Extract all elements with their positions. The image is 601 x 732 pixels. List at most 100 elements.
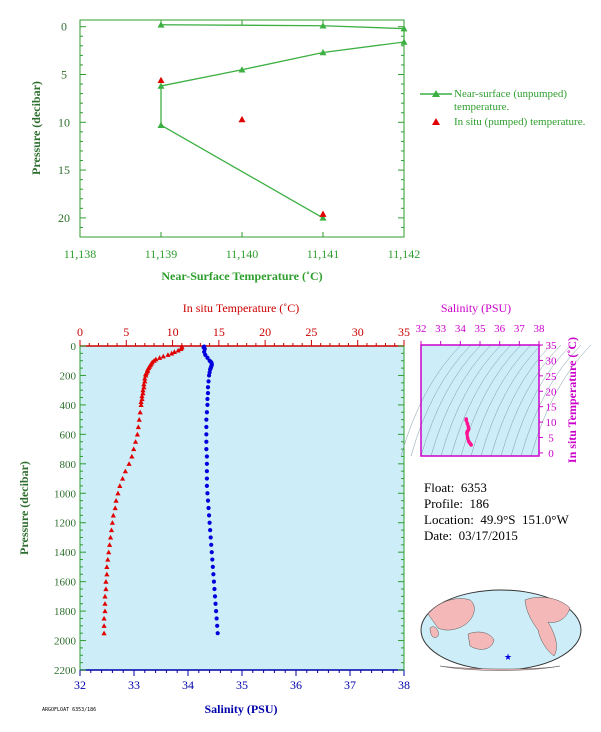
near-surface-ylabel: Pressure (decibar) (29, 81, 43, 175)
temperature-profile-point (134, 431, 140, 437)
salinity-profile-point (208, 527, 213, 533)
salinity-profile-point (209, 550, 214, 555)
salinity-profile-point (206, 513, 212, 518)
temperature-profile-point (107, 534, 114, 540)
temperature-profile-point (131, 446, 137, 452)
salinity-tick-label: 35 (236, 678, 248, 692)
density-contour (430, 344, 492, 457)
near-surface-point (400, 25, 408, 32)
temperature-profile-point (115, 490, 121, 496)
temperature-profile-point (139, 393, 145, 399)
salinity-profile-point (211, 572, 216, 577)
temperature-profile-point (142, 378, 148, 384)
map-land-antarctica (439, 665, 561, 671)
salinity-profile-point (204, 424, 209, 430)
temperature-profile-point (143, 372, 149, 378)
ts-axes: 32 33 34 35 36 37 38 0 5 10 15 20 25 30 35 (400, 323, 592, 460)
map-land-asia (427, 598, 475, 631)
salinity-profile-point (207, 520, 212, 525)
pressure-tick-label: 600 (60, 429, 77, 441)
legend-item-nst: Near-surface (unpumped) temperature. (418, 88, 601, 114)
temperature-profile-point (122, 468, 128, 474)
temperature-profile-point (171, 349, 178, 354)
ts-ytick-label: 5 (548, 433, 554, 445)
near-surface-xtick-label: 11,142 (388, 247, 421, 261)
temperature-profile-point (169, 350, 175, 356)
salinity-profile-point (204, 454, 209, 459)
salinity-profile-point (210, 564, 215, 570)
salinity-profile-point (205, 402, 210, 408)
pressure-tick-label: 0 (71, 341, 77, 353)
float-info: Float: 6353 Profile: 186 Location: 49.9°… (424, 480, 569, 544)
near-surface-xlabel: Near-Surface Temperature (˚C) (161, 269, 322, 283)
profile-ylabel: Pressure (decibar) (17, 461, 31, 555)
ts-xlabel: Salinity (PSU) (441, 301, 511, 315)
near-surface-xtick-label: 11,138 (64, 247, 97, 261)
ts-ytick-label: 0 (548, 448, 554, 460)
pressure-tick-label: 1200 (54, 518, 77, 530)
salinity-profile-point (212, 594, 218, 599)
salinity-tick-label: 37 (344, 678, 356, 692)
ts-xtick-label: 35 (475, 323, 487, 335)
density-contour (490, 344, 552, 457)
near-surface-ytick-label: 5 (61, 67, 67, 81)
salinity-profile-point (213, 608, 219, 614)
density-contour (410, 344, 472, 457)
profile-marks (101, 343, 220, 636)
salinity-profile-point (204, 417, 209, 422)
ts-xtick-label: 36 (494, 323, 506, 335)
near-surface-ytick-label: 20 (58, 211, 70, 225)
temperature-tick-label: 30 (352, 325, 364, 339)
salinity-profile-point (206, 505, 211, 511)
map-land-africa (429, 626, 439, 638)
near-surface-ytick-label: 0 (61, 20, 67, 34)
profile-axes: 0 5 10 15 20 25 30 35 32 33 34 35 36 37 38 0 200 400 600 80… (54, 325, 410, 692)
temperature-profile-point (141, 381, 147, 387)
ts-point (464, 417, 469, 421)
pressure-tick-label: 1600 (54, 577, 77, 589)
temperature-profile-point (104, 564, 110, 569)
near-surface-point (238, 66, 246, 73)
density-contour (530, 344, 592, 457)
near-surface-point (157, 121, 165, 128)
ts-xtick-label: 37 (514, 323, 526, 335)
salinity-profile-point (205, 355, 210, 360)
temperature-tick-label: 35 (398, 325, 410, 339)
temperature-profile-point (178, 346, 184, 352)
near-surface-xtick-label: 11,140 (226, 247, 259, 261)
temperature-profile-point (102, 608, 108, 614)
salinity-tick-label: 38 (398, 678, 410, 692)
salinity-tick-label: 33 (128, 678, 140, 692)
ts-xtick-label: 33 (435, 323, 447, 335)
salinity-profile-point (205, 491, 210, 496)
temperature-profile-point (139, 396, 145, 402)
salinity-profile-point (213, 601, 218, 606)
ts-ytick-label: 15 (546, 402, 558, 414)
temperature-profile-point (101, 615, 107, 621)
ts-plot-frame (420, 344, 540, 457)
temperature-profile-point (138, 402, 144, 407)
salinity-profile-point (204, 476, 209, 481)
density-contour (480, 344, 542, 457)
near-surface-xtick-label: 11,141 (307, 247, 340, 261)
temperature-profile-point (136, 417, 142, 422)
ts-xtick-label: 32 (416, 323, 427, 335)
temperature-tick-label: 20 (259, 325, 271, 339)
near-surface-point (157, 21, 165, 28)
temperature-profile-point (105, 556, 111, 562)
temperature-profile-point (157, 355, 163, 360)
pressure-tick-label: 2000 (54, 636, 77, 648)
salinity-profile-point (214, 616, 219, 621)
salinity-profile-point (204, 446, 209, 452)
pressure-tick-label: 1800 (54, 606, 77, 618)
salinity-profile-point (204, 483, 209, 489)
legend-red-triangle-icon (432, 118, 440, 125)
ts-point (466, 439, 471, 444)
density-contour (460, 344, 522, 457)
salinity-profile-point (211, 579, 217, 584)
salinity-profile-point (212, 586, 217, 592)
density-contour (420, 344, 482, 457)
temperature-profile-point (175, 347, 181, 353)
density-contour (400, 344, 462, 457)
temperature-profile-point (137, 409, 143, 415)
